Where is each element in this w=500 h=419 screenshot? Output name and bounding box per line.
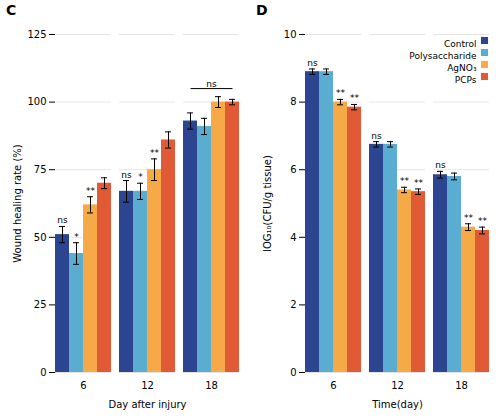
svg-text:100: 100 <box>27 96 46 107</box>
html-text:C: C <box>6 2 17 18</box>
svg-text:12: 12 <box>391 380 404 391</box>
svg-text:ns: ns <box>307 58 318 68</box>
svg-text:*: * <box>138 172 143 182</box>
svg-text:**: ** <box>400 176 410 186</box>
svg-text:**: ** <box>478 216 488 226</box>
svg-text:10: 10 <box>284 29 297 40</box>
svg-text:25: 25 <box>34 299 47 310</box>
svg-text:ns: ns <box>435 160 446 170</box>
svg-text:75: 75 <box>34 164 47 175</box>
svg-text:8: 8 <box>290 96 296 107</box>
svg-text:Wound healing rate (%): Wound healing rate (%) <box>12 144 23 263</box>
svg-text:Polysaccharide: Polysaccharide <box>409 51 477 61</box>
svg-text:ns: ns <box>206 79 217 89</box>
svg-text:ns: ns <box>121 170 132 180</box>
svg-text:6: 6 <box>80 380 86 391</box>
svg-text:18: 18 <box>205 380 218 391</box>
svg-text:Time(day): Time(day) <box>371 399 423 410</box>
svg-text:ns: ns <box>57 215 68 225</box>
svg-text:6: 6 <box>290 164 296 175</box>
svg-text:AgNO₃: AgNO₃ <box>447 63 477 73</box>
svg-text:**: ** <box>464 213 474 223</box>
svg-text:**: ** <box>414 178 424 188</box>
svg-text:18: 18 <box>455 380 468 391</box>
svg-text:12: 12 <box>141 380 154 391</box>
svg-text:50: 50 <box>34 232 47 243</box>
svg-text:*: * <box>74 232 79 242</box>
svg-text:ns: ns <box>371 131 382 141</box>
svg-text:**: ** <box>336 88 346 98</box>
svg-text:125: 125 <box>27 29 46 40</box>
svg-text:**: ** <box>86 186 96 196</box>
svg-text:**: ** <box>150 148 160 158</box>
svg-text:6: 6 <box>330 380 336 391</box>
svg-text:PCPs: PCPs <box>455 75 477 85</box>
svg-text:Control: Control <box>444 39 477 49</box>
svg-text:2: 2 <box>290 299 296 310</box>
svg-text:Day after injury: Day after injury <box>108 399 186 410</box>
svg-text:0: 0 <box>290 367 296 378</box>
svg-text:**: ** <box>350 93 360 103</box>
svg-text:4: 4 <box>290 232 296 243</box>
svg-text:lOG₁₀(CFU/g tissue): lOG₁₀(CFU/g tissue) <box>262 155 273 252</box>
svg-text:0: 0 <box>40 367 46 378</box>
html-text:D: D <box>256 2 268 18</box>
